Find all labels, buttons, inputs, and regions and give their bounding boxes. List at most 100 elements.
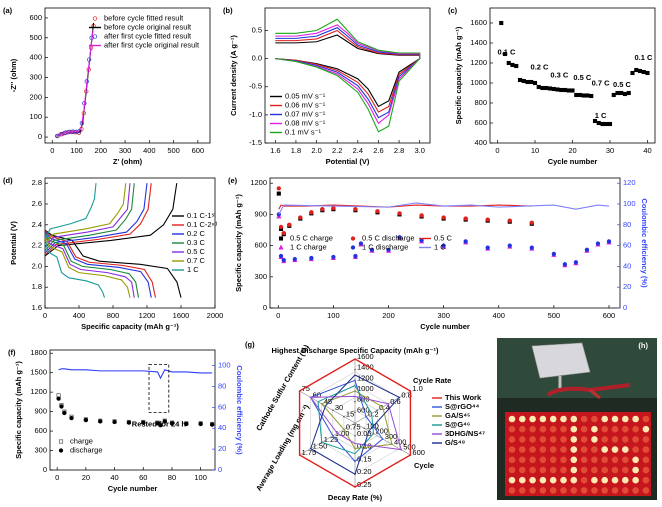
y-tick-label: 900 [34,407,47,416]
legend-swatch [92,34,98,39]
y-tick-label: 2.6 [32,199,42,208]
legend-label: This Work [445,393,482,402]
led [560,466,567,474]
radar-tick-label: 0.05 [357,429,372,438]
legend-swatch [278,236,284,241]
plot-area [269,177,621,309]
radar-spoke [299,390,356,424]
legend-swatch [350,236,356,241]
y-tick-label: -1.5 [249,138,262,147]
data-point [573,260,579,265]
led [519,446,526,453]
led [611,476,619,484]
led [642,446,650,453]
y2-tick-label: 20 [623,282,631,291]
x-tick-label: 100 [70,146,83,155]
led [611,425,619,433]
led [611,466,619,474]
x-tick-label: 2.6 [373,146,383,155]
led [601,476,608,484]
x-tick-label: 10 [531,146,539,155]
data-point [502,51,508,57]
x-tick-label: 2.2 [332,146,342,155]
data-point [375,209,380,214]
radar-tick-label: 1000 [357,384,374,393]
y2-tick-label: 0 [623,303,627,312]
led [591,476,598,484]
radar-tick-label: 1.25 [324,435,339,444]
data-point [595,241,601,246]
y-axis-label: Current density (A g⁻¹) [229,35,238,116]
y-axis-label: -Z'' (ohm) [9,58,18,92]
data-point [331,206,336,211]
data-point [485,245,490,250]
legend-label: 1 C [187,265,199,274]
radar-tick-label: 0.20 [357,467,372,476]
y-axis-label: Specific capacity (mAh g⁻¹) [234,194,243,292]
led [508,415,516,423]
led [580,476,588,484]
data-point [55,133,60,139]
radar-tick [376,409,378,412]
x-tick-label: 3.0 [414,146,424,155]
data-point [641,69,646,75]
y-tick-label: 800 [474,98,487,107]
data-point [77,128,82,134]
data-point [507,243,512,248]
x-tick-label: 200 [95,146,108,155]
led [591,425,598,433]
annotation: 0.3 C [550,70,569,79]
y-tick-label: 1400 [470,38,487,47]
data-point [463,239,468,244]
radar-tick-label: 600 [357,405,370,414]
data-point [276,186,281,191]
x-tick-label: 0 [55,473,59,482]
led [632,425,639,433]
radar-tick-label: 0.15 [357,454,372,463]
led [642,466,650,474]
series-line [275,18,421,133]
data-point [397,235,402,240]
data-point [499,20,504,26]
led [560,446,567,453]
led [529,476,536,484]
panel-label: (d) [3,176,13,185]
x-tick-label: 20 [82,473,90,482]
data-point [463,216,468,221]
y-tick-label: 1200 [250,178,267,187]
radar-tick [354,411,356,414]
data-point [577,92,583,98]
led [611,436,619,443]
led [570,487,578,494]
led [611,456,619,464]
y-tick-label: 400 [29,53,42,62]
series-line [56,22,95,137]
annotation: 0.1 C [634,53,653,62]
y2-tick-label: 120 [623,178,636,187]
led [591,466,598,474]
data-point [281,258,286,263]
data-point [287,222,292,227]
y-tick-label: 1.6 [32,303,42,312]
data-point [630,70,635,76]
data-point [309,255,314,261]
led [601,425,608,433]
legend-label: 0.1 C-1ˢᵗ [187,211,216,220]
led-board [505,412,651,496]
led [642,476,650,484]
led [560,415,567,423]
y2-tick-label: 40 [218,423,226,432]
legend-label: 0.08 mV s⁻¹ [285,118,326,127]
data-point [581,93,586,98]
data-point [540,85,545,91]
panel-label: (a) [3,6,13,15]
led [570,446,578,453]
radar-series [320,390,393,450]
plot-series [499,20,650,127]
legend-label: 1 C [434,242,446,251]
led [560,487,567,494]
data-point [353,253,358,259]
legend-label: before cycle fitted result [104,13,184,22]
x-tick-label: 80 [168,473,176,482]
y-tick-label: 600 [474,118,487,127]
